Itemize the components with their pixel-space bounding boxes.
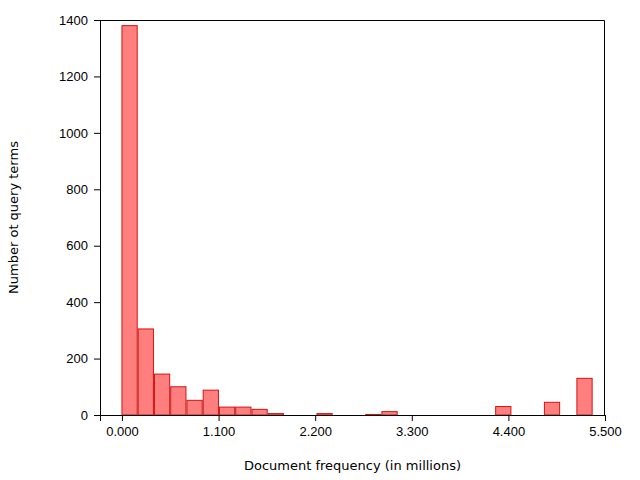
- x-tick-mark: [219, 415, 220, 421]
- y-tick-mark: [94, 189, 100, 190]
- chart: 0.000 1.100 2.200 3.300 4.400 5.500 0 200 400 600…: [0, 0, 640, 480]
- bar: [138, 329, 153, 415]
- y-axis-title: Number ot query terms: [6, 141, 21, 294]
- bar: [496, 407, 511, 415]
- x-axis: 0.000 1.100 2.200 3.300 4.400 5.500: [101, 415, 622, 439]
- x-tick-mark: [315, 415, 316, 421]
- bar: [366, 414, 381, 415]
- x-tick-label: 0.000: [106, 424, 139, 439]
- frame: [100, 21, 605, 416]
- y-tick-label: 1000: [59, 126, 88, 141]
- y-tick: 1400: [59, 13, 100, 28]
- x-axis-title: Document frequency (in millions): [244, 458, 461, 473]
- x-tick: 1.100: [203, 415, 236, 439]
- y-tick-mark: [94, 76, 100, 77]
- y-tick-mark: [94, 415, 100, 416]
- y-tick: 1000: [59, 126, 100, 141]
- bar: [187, 400, 202, 415]
- y-axis-line: [94, 21, 101, 416]
- y-tick-label: 800: [66, 182, 88, 197]
- y-tick: 600: [66, 238, 100, 253]
- y-tick-label: 0: [81, 408, 88, 423]
- x-tick-label: 2.200: [299, 424, 332, 439]
- bar: [561, 415, 576, 416]
- x-tick: 3.300: [396, 415, 429, 439]
- y-tick: 200: [66, 351, 100, 366]
- y-tick-mark: [94, 20, 100, 21]
- bars: [122, 26, 592, 415]
- bar: [122, 26, 137, 415]
- y-tick-mark: [94, 246, 100, 247]
- bar: [431, 415, 446, 416]
- y-tick: 400: [66, 295, 100, 310]
- bar: [528, 415, 543, 416]
- bar: [268, 414, 283, 415]
- bar: [479, 415, 494, 416]
- x-axis-line: [101, 416, 606, 422]
- bar: [236, 407, 251, 415]
- bar: [284, 415, 299, 416]
- bar: [219, 407, 234, 415]
- y-tick-mark: [94, 359, 100, 360]
- bar: [577, 378, 592, 415]
- y-tick-label: 400: [66, 295, 88, 310]
- y-tick-mark: [94, 133, 100, 134]
- bar: [447, 415, 462, 416]
- bar: [544, 402, 559, 415]
- bar: [203, 390, 218, 415]
- x-tick: 0.000: [106, 415, 139, 439]
- x-tick-label: 4.400: [493, 424, 526, 439]
- x-tick-label: 1.100: [203, 424, 236, 439]
- y-tick: 800: [66, 182, 100, 197]
- y-tick: 1200: [59, 69, 100, 84]
- x-tick: 5.500: [589, 415, 622, 439]
- x-tick: 4.400: [493, 415, 526, 439]
- bar: [414, 415, 429, 416]
- bar: [382, 412, 397, 415]
- y-tick-label: 1200: [59, 69, 88, 84]
- y-tick: 0: [81, 408, 100, 423]
- bar: [154, 374, 169, 415]
- y-axis: 0 200 400 600 800 1000 1200 1400: [59, 13, 100, 423]
- plot: 0.000 1.100 2.200 3.300 4.400 5.500 0 200 400 600…: [59, 13, 622, 440]
- bar: [317, 414, 332, 415]
- bar: [333, 415, 348, 416]
- y-tick-label: 1400: [59, 13, 88, 28]
- x-tick-mark: [508, 415, 509, 421]
- bar: [512, 415, 527, 416]
- bar: [398, 415, 413, 416]
- bar: [349, 415, 364, 416]
- x-tick-label: 5.500: [589, 424, 622, 439]
- x-tick-label: 3.300: [396, 424, 429, 439]
- x-tick: 2.200: [299, 415, 332, 439]
- x-tick-mark: [605, 415, 606, 421]
- bar: [252, 409, 267, 415]
- x-tick-mark: [122, 415, 123, 421]
- bar: [301, 415, 316, 416]
- bar: [463, 415, 478, 416]
- x-tick-mark: [412, 415, 413, 421]
- y-tick-mark: [94, 302, 100, 303]
- bar: [171, 387, 186, 415]
- y-tick-label: 600: [66, 238, 88, 253]
- y-tick-label: 200: [66, 351, 88, 366]
